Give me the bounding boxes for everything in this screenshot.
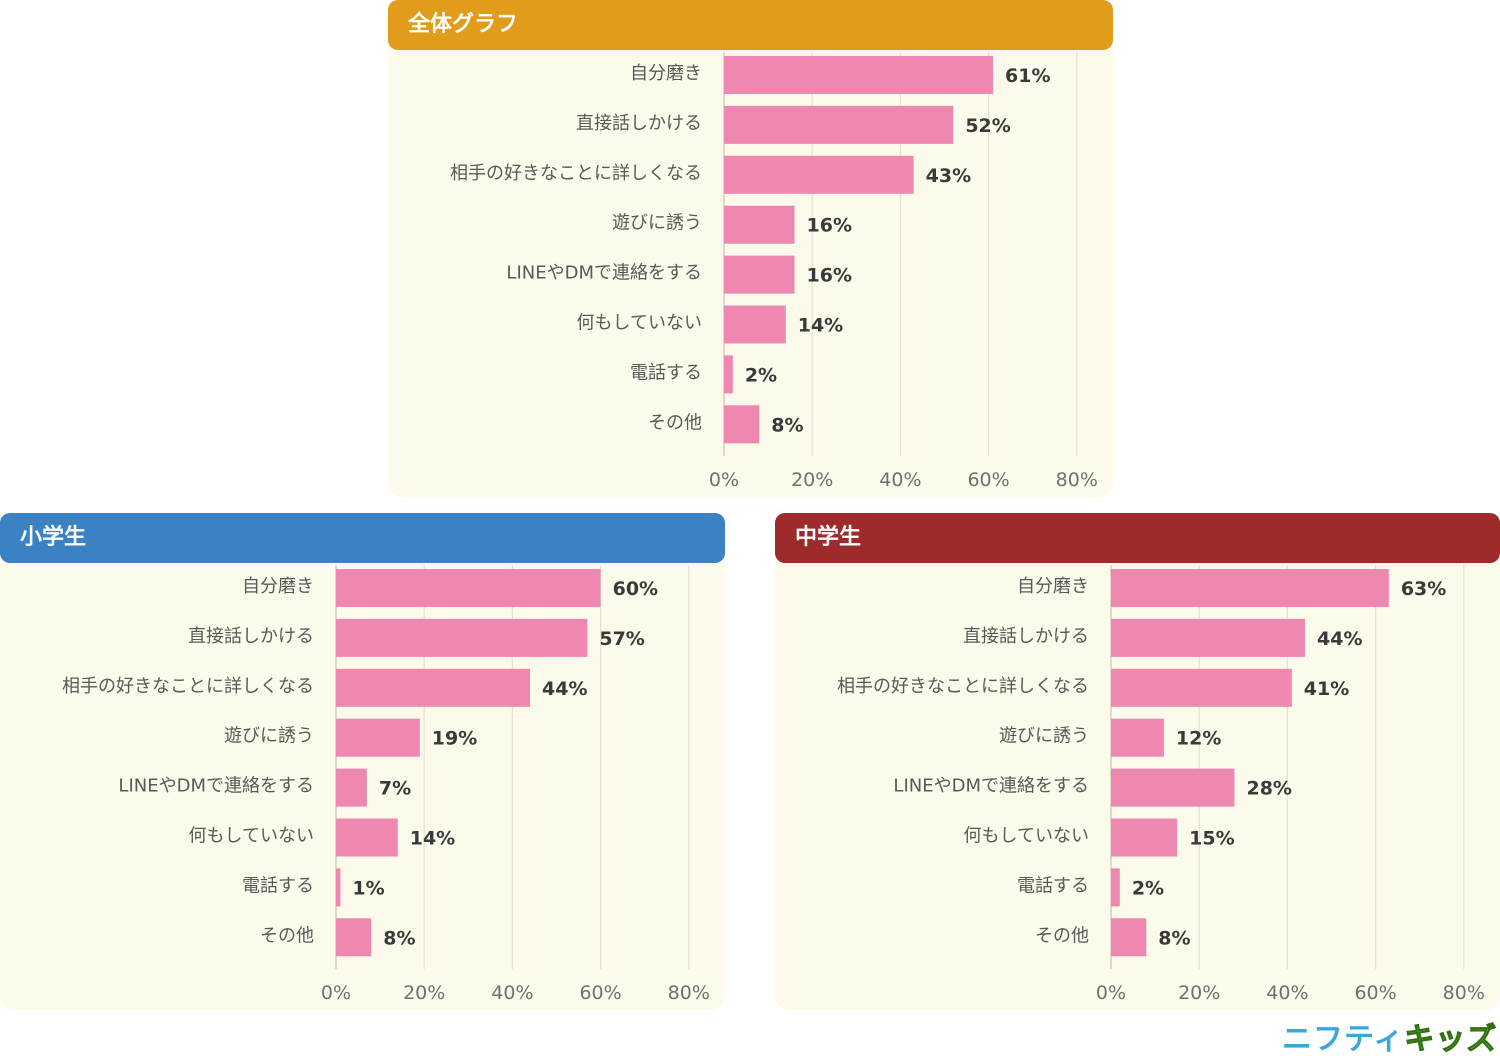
bar [724, 205, 795, 244]
bar [336, 718, 420, 757]
x-tick-label: 40% [491, 982, 533, 1004]
bar [1111, 668, 1292, 707]
category-label: 自分磨き [242, 576, 314, 597]
category-label: 自分磨き [1017, 576, 1089, 597]
x-tick-label: 80% [1056, 469, 1098, 491]
category-label: 遊びに誘う [224, 726, 314, 747]
value-label: 44% [1317, 628, 1362, 650]
x-tick-label: 0% [321, 982, 351, 1004]
bar [1111, 718, 1164, 757]
bar [1111, 918, 1147, 957]
bar [724, 355, 733, 394]
category-label: 自分磨き [630, 63, 702, 84]
value-label: 44% [542, 678, 587, 700]
bar [336, 768, 367, 807]
x-tick-label: 0% [709, 469, 739, 491]
value-label: 1% [352, 877, 384, 899]
bar [1111, 818, 1178, 857]
x-tick-label: 20% [1178, 982, 1220, 1004]
category-label: 相手の好きなことに詳しくなる [62, 676, 314, 697]
value-label: 52% [965, 115, 1010, 137]
value-label: 8% [1158, 927, 1190, 949]
category-label: 電話する [242, 875, 314, 896]
category-label: 電話する [630, 362, 702, 383]
value-label: 15% [1189, 828, 1234, 850]
category-label: 遊びに誘う [999, 726, 1089, 747]
value-label: 8% [383, 927, 415, 949]
panel-title: 小学生 [0, 513, 725, 563]
value-label: 61% [1005, 65, 1050, 87]
category-label: その他 [648, 412, 702, 433]
category-label: 直接話しかける [963, 626, 1089, 647]
bar-chart: 0% 20% 40% 60% 80% 自分磨き 60% 直接話しかける 57% 相手の好きなことに… [62, 565, 710, 1004]
category-label: 直接話しかける [188, 626, 314, 647]
x-tick-label: 60% [967, 469, 1009, 491]
category-label: 何もしていない [189, 826, 314, 847]
bar [724, 305, 786, 344]
x-tick-label: 40% [1266, 982, 1308, 1004]
x-tick-label: 0% [1096, 982, 1126, 1004]
category-label: LINEやDMで連絡をする [506, 263, 702, 284]
bar [1111, 768, 1235, 807]
category-label: その他 [1035, 925, 1089, 946]
value-label: 19% [432, 728, 477, 750]
value-label: 43% [926, 165, 971, 187]
category-label: 相手の好きなことに詳しくなる [450, 163, 702, 184]
category-label: その他 [260, 925, 314, 946]
bar [336, 668, 531, 707]
bar [336, 818, 398, 857]
value-label: 8% [771, 414, 803, 436]
brand-logo: ニフティキッズ [1282, 1014, 1497, 1058]
bar-chart: 0% 20% 40% 60% 80% 自分磨き 63% 直接話しかける 44% 相手の好きなことに… [837, 565, 1485, 1004]
value-label: 28% [1246, 778, 1291, 800]
category-label: 相手の好きなことに詳しくなる [837, 676, 1089, 697]
bar-chart: 0% 20% 40% 60% 80% 自分磨き 61% 直接話しかける 52% 相手の好きなことに… [450, 52, 1098, 491]
x-tick-label: 20% [403, 982, 445, 1004]
bar [1111, 618, 1306, 657]
bar [724, 155, 914, 194]
value-label: 7% [379, 778, 411, 800]
x-tick-label: 20% [791, 469, 833, 491]
bar [336, 569, 601, 607]
category-label: 直接話しかける [576, 113, 702, 134]
bar [336, 618, 588, 657]
value-label: 57% [599, 628, 644, 650]
value-label: 12% [1176, 728, 1221, 750]
value-label: 16% [807, 265, 852, 287]
bar [336, 868, 341, 907]
x-tick-label: 60% [1354, 982, 1396, 1004]
x-tick-label: 80% [668, 982, 710, 1004]
panel-title: 全体グラフ [388, 0, 1113, 50]
value-label: 14% [798, 315, 843, 337]
x-tick-label: 80% [1443, 982, 1485, 1004]
logo-text-nifty: ニフティ [1282, 1022, 1405, 1057]
panel-title: 中学生 [775, 513, 1500, 563]
logo-text-kids: キッズ [1404, 1022, 1498, 1058]
x-tick-label: 60% [579, 982, 621, 1004]
chart-panel-overall: 全体グラフ 0% 20% 40% 60% 80% 自分磨き 61% 直接話しかける 52% 相手の… [388, 0, 1113, 497]
x-tick-label: 40% [879, 469, 921, 491]
category-label: 何もしていない [577, 313, 702, 334]
category-label: LINEやDMで連絡をする [893, 776, 1089, 797]
bar [336, 918, 372, 957]
category-label: 電話する [1017, 875, 1089, 896]
bar [724, 56, 994, 94]
value-label: 60% [613, 578, 658, 600]
value-label: 2% [1132, 877, 1164, 899]
bar [1111, 569, 1389, 607]
value-label: 2% [745, 364, 777, 386]
bar [724, 405, 760, 444]
chart-panel-junior-high: 中学生 0% 20% 40% 60% 80% 自分磨き 63% 直接話しかける 44% 相手の好き… [775, 513, 1500, 1010]
chart-panel-elementary: 小学生 0% 20% 40% 60% 80% 自分磨き 60% 直接話しかける 57% 相手の好き… [0, 513, 725, 1010]
category-label: 何もしていない [964, 826, 1089, 847]
category-label: 遊びに誘う [612, 213, 702, 234]
value-label: 16% [807, 215, 852, 237]
value-label: 41% [1304, 678, 1349, 700]
bar [724, 105, 954, 144]
bar [1111, 868, 1120, 907]
category-label: LINEやDMで連絡をする [118, 776, 314, 797]
value-label: 63% [1401, 578, 1446, 600]
bar [724, 255, 795, 294]
value-label: 14% [410, 828, 455, 850]
